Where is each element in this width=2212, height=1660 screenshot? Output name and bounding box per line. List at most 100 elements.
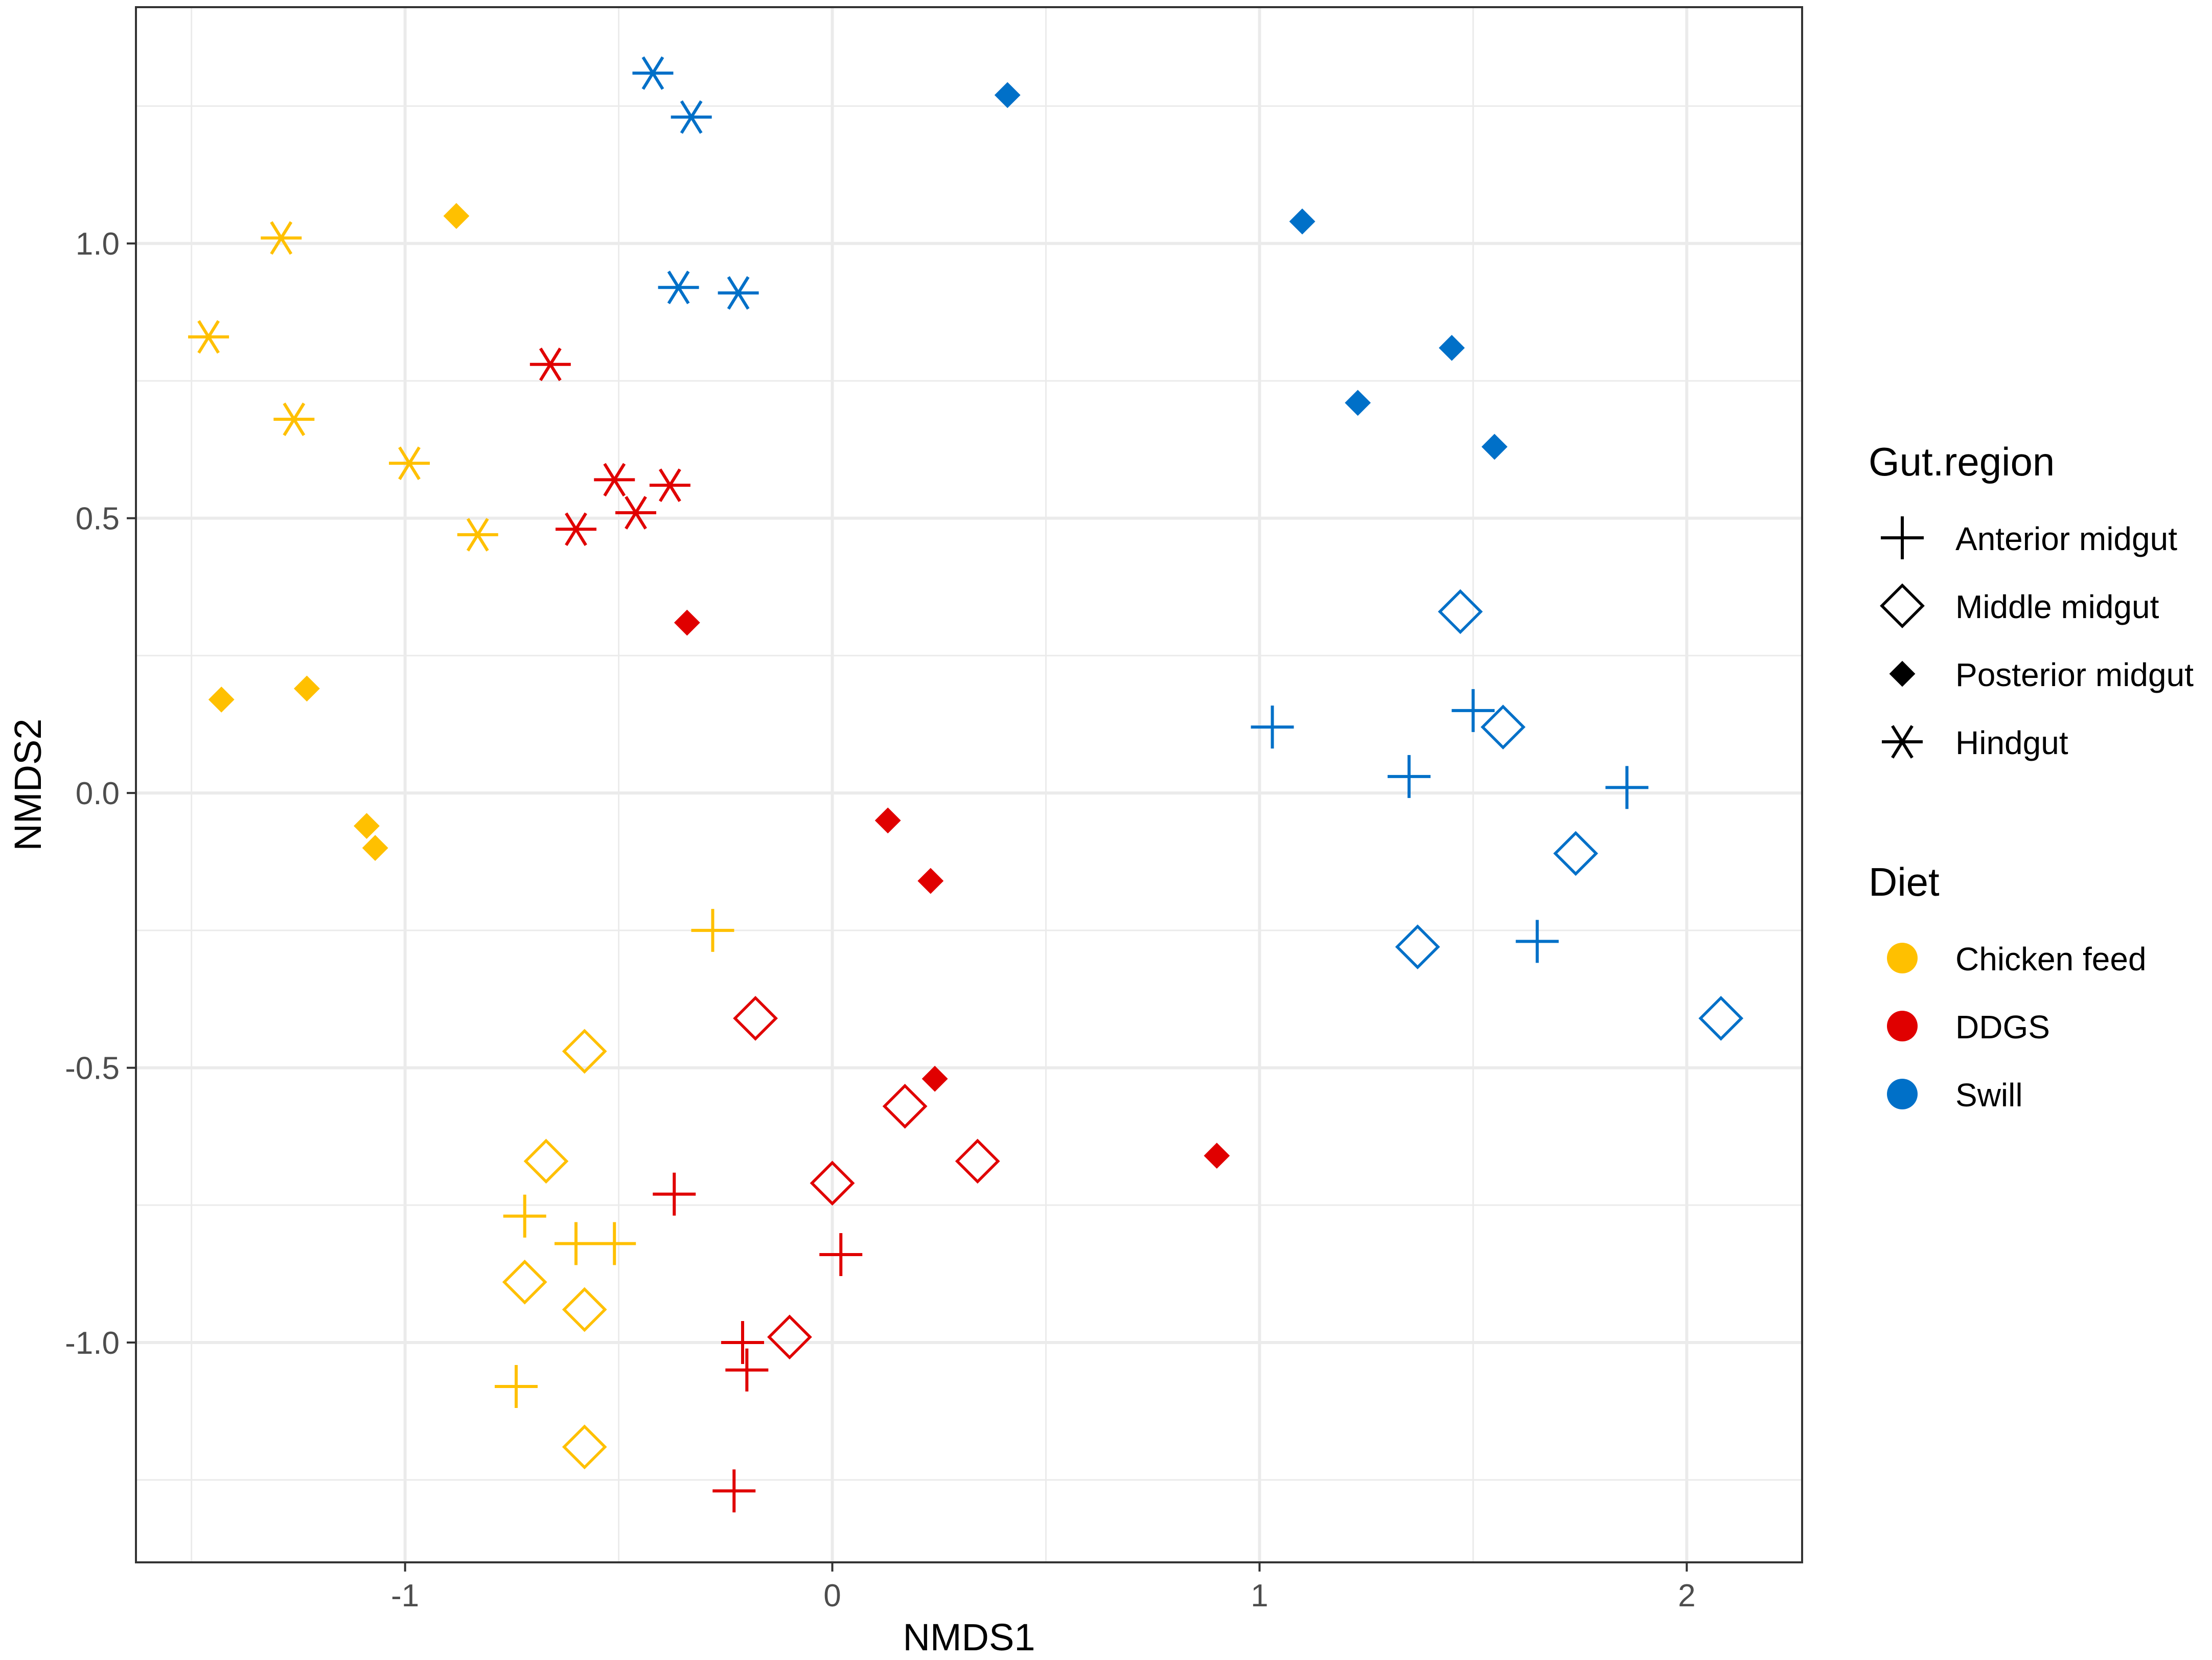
data-point-chicken-feed-diamond-filled — [362, 835, 388, 861]
legend-swatch-chicken-feed — [1887, 943, 1918, 973]
data-point-ddgs-diamond-filled — [917, 868, 944, 894]
data-point-chicken-feed-diamond-filled — [293, 675, 320, 702]
y-tick-label: 1.0 — [76, 226, 120, 262]
data-point-swill-asterisk — [671, 100, 712, 134]
data-point-chicken-feed-diamond-open — [523, 1139, 569, 1184]
data-point-ddgs-plus — [819, 1233, 863, 1277]
x-tick-label: -1 — [391, 1578, 419, 1613]
series-chicken-feed-diamond-open — [502, 1029, 607, 1470]
data-point-ddgs-diamond-open — [767, 1314, 812, 1360]
data-point-chicken-feed-plus — [593, 1222, 636, 1265]
legend-key-anterior-midgut — [1881, 516, 1924, 559]
data-point-swill-asterisk-d2 — [641, 56, 664, 90]
y-tick-label: -1.0 — [65, 1326, 120, 1361]
legend-swatch-ddgs — [1887, 1011, 1918, 1041]
data-point-ddgs-asterisk-d2 — [565, 512, 587, 546]
legend-label-ddgs: DDGS — [1955, 1009, 2050, 1045]
legend-item-hindgut: Hindgut — [1882, 724, 2068, 761]
data-point-swill-diamond-filled — [1345, 390, 1371, 416]
y-tick-label: 0.5 — [76, 502, 120, 537]
legend-key-hindgut — [1882, 725, 1923, 759]
data-point-swill-plus — [1605, 766, 1649, 809]
data-point-ddgs-asterisk — [615, 496, 656, 530]
data-point-swill-asterisk — [632, 56, 674, 90]
legend-label-posterior-midgut: Posterior midgut — [1955, 656, 2194, 693]
data-point-chicken-feed-plus — [494, 1365, 538, 1408]
data-point-chicken-feed-asterisk-d2 — [197, 320, 220, 354]
y-tick-label: -0.5 — [65, 1051, 120, 1086]
series-chicken-feed-diamond-filled — [208, 203, 470, 861]
data-point-chicken-feed-diamond-open — [562, 1029, 607, 1074]
data-point-swill-asterisk — [658, 270, 699, 304]
data-point-chicken-feed-plus — [691, 908, 734, 952]
data-point-chicken-feed-asterisk — [457, 518, 498, 552]
data-point-chicken-feed-diamond-filled — [353, 813, 380, 839]
data-point-ddgs-asterisk — [649, 468, 690, 502]
legend-label-middle-midgut: Middle midgut — [1955, 588, 2159, 625]
data-point-ddgs-asterisk-d2 — [539, 347, 562, 381]
series-ddgs-asterisk — [529, 347, 690, 546]
data-point-ddgs-diamond-open — [810, 1161, 855, 1206]
data-point-chicken-feed-asterisk — [261, 221, 302, 255]
y-axis-title: NMDS2 — [7, 718, 49, 851]
data-point-ddgs-asterisk-d2 — [658, 468, 681, 502]
series-swill-plus — [1251, 689, 1649, 963]
legend-label-swill: Swill — [1955, 1077, 2023, 1113]
data-point-swill-diamond-open — [1438, 589, 1483, 634]
legend-item-swill: Swill — [1887, 1077, 2023, 1113]
legend-item-posterior-midgut: Posterior midgut — [1889, 656, 2194, 693]
data-point-chicken-feed-asterisk — [188, 320, 229, 354]
data-point-chicken-feed-asterisk-d2 — [398, 446, 421, 480]
series-ddgs-diamond-filled — [674, 609, 1230, 1169]
data-point-ddgs-asterisk — [555, 512, 596, 546]
x-tick-label: 0 — [823, 1578, 841, 1613]
data-point-ddgs-diamond-open — [955, 1139, 1000, 1184]
data-point-chicken-feed-asterisk — [388, 446, 430, 480]
data-point-swill-diamond-filled — [1481, 434, 1508, 460]
legend-swatch-swill — [1887, 1079, 1918, 1109]
data-point-swill-plus — [1387, 755, 1431, 798]
data-point-ddgs-plus — [653, 1172, 696, 1216]
legend-diet-items: Chicken feed DDGS Swill — [1887, 941, 2147, 1113]
data-point-ddgs-asterisk-d2 — [625, 496, 647, 530]
data-point-swill-diamond-open — [1698, 995, 1744, 1041]
legend-key-hindgut-d2 — [1891, 725, 1914, 759]
data-point-ddgs-diamond-filled — [921, 1065, 948, 1092]
data-point-chicken-feed-diamond-open — [562, 1287, 607, 1332]
data-point-chicken-feed-diamond-filled — [443, 203, 470, 229]
grid-layer — [136, 7, 1802, 1562]
panel-border — [135, 6, 1803, 1563]
data-point-chicken-feed-asterisk-d2 — [466, 518, 489, 552]
points-layer — [188, 56, 1744, 1513]
data-point-ddgs-asterisk — [529, 347, 571, 381]
series-swill-asterisk — [632, 56, 759, 310]
legend-title-gut-region: Gut.region — [1869, 439, 2055, 484]
data-point-ddgs-diamond-open — [882, 1083, 928, 1129]
data-point-ddgs-plus — [725, 1348, 769, 1392]
legend-key-posterior-midgut — [1889, 661, 1916, 687]
data-point-swill-asterisk-d2 — [667, 270, 690, 304]
x-axis-title: NMDS1 — [903, 1616, 1035, 1657]
series-chicken-feed-plus — [494, 908, 734, 1408]
data-point-chicken-feed-diamond-filled — [208, 686, 235, 713]
legend-title-diet: Diet — [1869, 859, 1940, 904]
data-point-ddgs-plus — [712, 1469, 756, 1513]
data-point-swill-asterisk-d2 — [727, 276, 750, 310]
data-point-ddgs-diamond-open — [733, 995, 778, 1041]
legend-item-middle-midgut: Middle midgut — [1880, 583, 2159, 628]
legend-item-chicken-feed: Chicken feed — [1887, 941, 2147, 977]
series-swill-diamond-filled — [994, 82, 1508, 460]
data-point-swill-diamond-filled — [994, 82, 1021, 108]
y-tick-label: 0.0 — [76, 776, 120, 811]
data-point-chicken-feed-asterisk — [273, 402, 315, 436]
x-tick-label: 2 — [1678, 1578, 1695, 1613]
x-tick-label: 1 — [1251, 1578, 1268, 1613]
data-point-ddgs-asterisk-d2 — [603, 463, 626, 497]
data-point-swill-diamond-filled — [1439, 335, 1465, 361]
data-point-ddgs-diamond-filled — [1204, 1143, 1230, 1169]
legend-label-anterior-midgut: Anterior midgut — [1955, 520, 2177, 557]
data-point-chicken-feed-diamond-open — [502, 1259, 547, 1305]
